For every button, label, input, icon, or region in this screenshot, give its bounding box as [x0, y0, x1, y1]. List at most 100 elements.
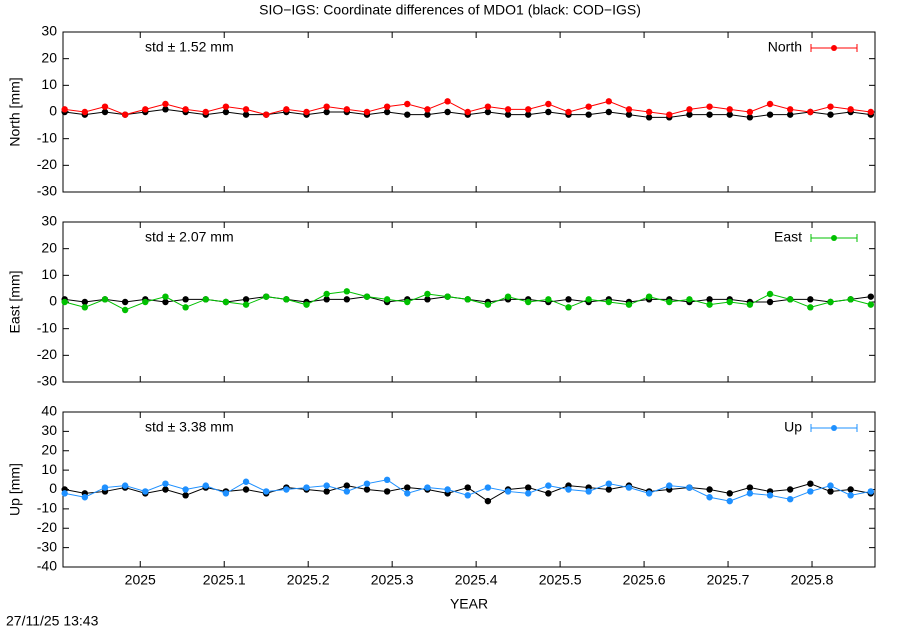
data-point [484, 108, 492, 116]
data-point [182, 304, 189, 311]
data-point [404, 111, 411, 118]
data-point [121, 306, 129, 314]
data-point [545, 490, 552, 497]
data-point [242, 486, 250, 493]
data-point [464, 108, 471, 116]
data-point [222, 108, 230, 116]
data-point [786, 111, 794, 118]
y-axis-label: East [mm] [7, 270, 23, 333]
data-point [121, 111, 129, 118]
data-point [424, 111, 431, 118]
data-point [162, 298, 169, 306]
data-point [766, 298, 774, 306]
data-point [545, 296, 552, 303]
y-tick-label: -10 [37, 319, 57, 335]
data-point [61, 490, 68, 497]
data-point [121, 298, 129, 306]
data-point [162, 486, 169, 493]
data-point [504, 106, 512, 113]
data-point [383, 488, 391, 495]
data-point [343, 482, 351, 489]
data-point [182, 492, 189, 499]
data-point [81, 304, 89, 311]
y-tick-label: 20 [41, 239, 57, 255]
data-point [444, 293, 451, 300]
data-point [524, 111, 532, 118]
data-point [363, 293, 371, 300]
data-point [444, 98, 451, 105]
data-point [323, 103, 330, 110]
data-point [343, 106, 351, 113]
data-point [827, 111, 834, 118]
data-point [524, 484, 532, 491]
y-tick-label: 10 [41, 76, 57, 92]
data-point [706, 486, 713, 493]
data-point [585, 103, 592, 110]
data-point [404, 100, 411, 108]
data-point [162, 100, 169, 108]
data-point [202, 482, 209, 489]
data-point [807, 108, 814, 116]
x-axis-label: YEAR [450, 596, 488, 612]
data-point [867, 293, 875, 300]
data-point [706, 494, 713, 501]
data-point [242, 106, 250, 113]
data-point [142, 106, 149, 113]
data-point [142, 488, 149, 495]
data-point [807, 480, 814, 487]
data-point [323, 482, 330, 489]
data-point [625, 484, 633, 491]
data-point [786, 495, 794, 503]
data-point [464, 492, 471, 499]
y-tick-label: 10 [41, 266, 57, 282]
data-point [363, 480, 371, 487]
y-tick-label: -40 [37, 558, 57, 574]
data-point [283, 486, 290, 493]
y-tick-label: 0 [49, 480, 57, 496]
data-point [867, 108, 875, 116]
data-point [565, 296, 572, 303]
data-point [726, 490, 733, 497]
data-point [101, 484, 109, 491]
data-point [807, 304, 814, 311]
legend-label: Up [784, 419, 802, 435]
y-axis-label: Up [mm] [7, 463, 23, 516]
data-point [242, 111, 250, 118]
data-point [605, 298, 613, 306]
data-point [383, 108, 391, 116]
data-point [605, 98, 613, 105]
data-point [524, 490, 532, 497]
data-point [645, 114, 653, 121]
data-point [162, 293, 169, 300]
data-point [585, 296, 592, 303]
data-point [343, 296, 351, 303]
data-point [766, 111, 774, 118]
data-point [81, 494, 89, 501]
y-tick-label: -10 [37, 500, 57, 516]
annotation: std ± 1.52 mm [145, 39, 234, 55]
data-point [404, 484, 411, 491]
data-point [121, 482, 129, 489]
data-point [726, 111, 733, 118]
data-point [565, 108, 572, 116]
data-point [303, 484, 310, 491]
data-point [484, 103, 492, 110]
chart-title: SIO−IGS: Coordinate differences of MDO1 … [259, 2, 641, 18]
data-point [61, 106, 68, 113]
data-point [464, 484, 471, 491]
data-point [867, 301, 875, 308]
y-tick-label: -30 [37, 538, 57, 554]
data-point [786, 486, 794, 493]
data-point [363, 108, 371, 116]
y-tick-label: 20 [41, 49, 57, 65]
x-tick-label: 2025.3 [371, 572, 414, 588]
data-point [605, 480, 613, 487]
data-point [504, 488, 512, 495]
data-point [686, 111, 693, 118]
data-point [484, 301, 492, 308]
y-tick-label: 20 [41, 441, 57, 457]
data-point [323, 290, 330, 298]
data-point [263, 293, 270, 300]
data-point [363, 486, 371, 493]
